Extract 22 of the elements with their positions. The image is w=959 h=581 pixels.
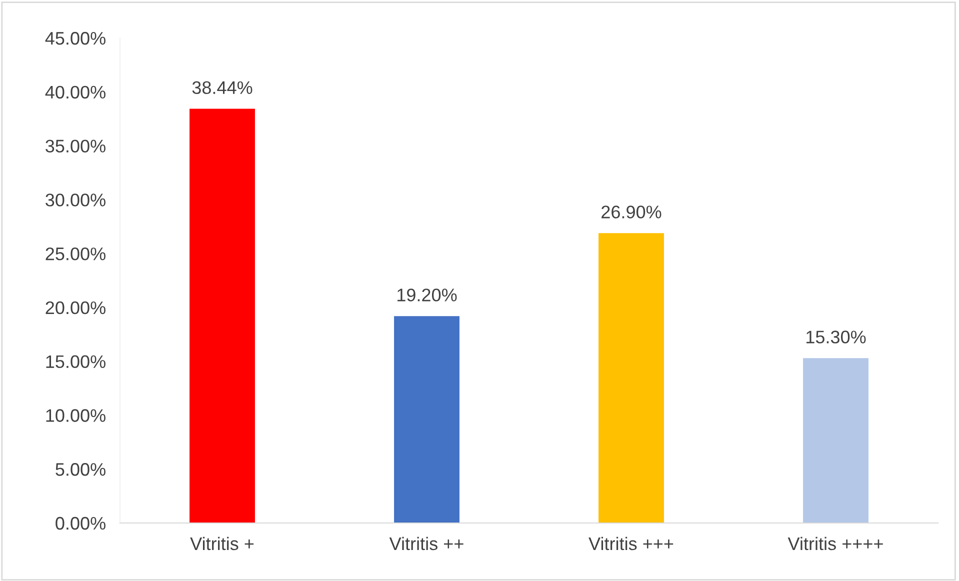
x-tick-label: Vitritis + xyxy=(190,536,254,550)
data-label: 38.44% xyxy=(192,81,252,94)
y-tick-label: 30.00% xyxy=(46,194,106,206)
y-tick-label: 0.00% xyxy=(56,516,106,530)
y-tick-label: 20.00% xyxy=(46,301,106,314)
bar xyxy=(598,233,664,523)
y-tick-label: 5.00% xyxy=(56,463,106,476)
y-tick-label: 15.00% xyxy=(46,355,106,368)
x-tick-label: Vitritis +++ xyxy=(588,536,674,550)
data-label: 19.20% xyxy=(398,288,457,302)
bar xyxy=(394,316,460,523)
x-tick-label: Vitritis ++++ xyxy=(788,536,883,550)
y-tick-label: 45.00% xyxy=(45,32,106,45)
y-tick-label: 10.00% xyxy=(46,409,106,422)
data-label: 15.30% xyxy=(806,330,866,344)
x-tick-label: Vitritis ++ xyxy=(389,536,464,550)
y-tick-label: 40.00% xyxy=(45,86,106,99)
bar xyxy=(803,358,868,523)
y-tick-label: 25.00% xyxy=(46,247,106,260)
bar xyxy=(190,108,255,523)
y-tick-label: 35.00% xyxy=(46,140,106,152)
data-label: 26.90% xyxy=(602,206,662,218)
